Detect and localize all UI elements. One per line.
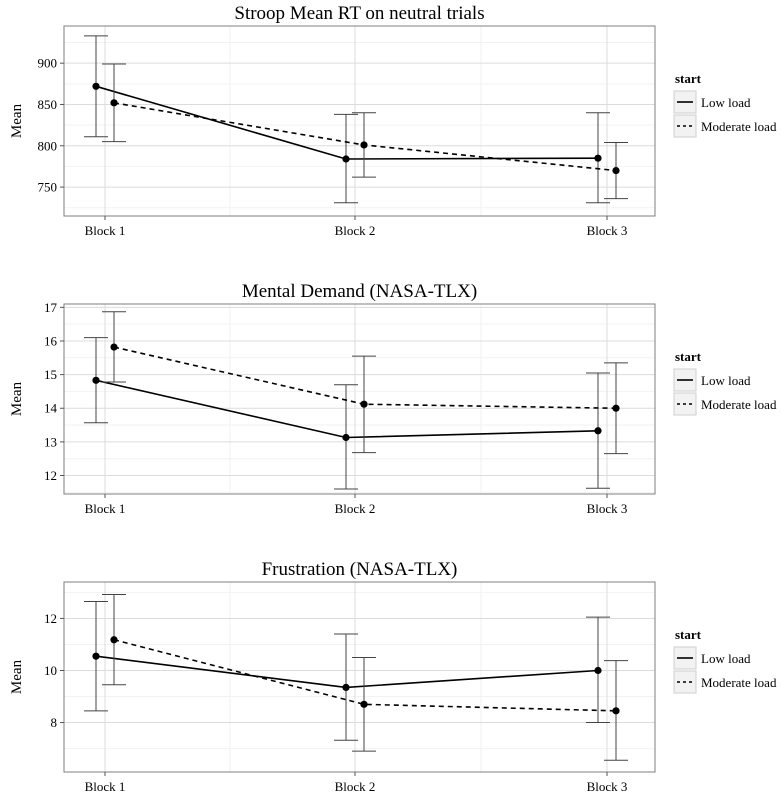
legend-label: Low load	[701, 651, 751, 666]
x-tick-label: Block 3	[587, 223, 628, 238]
x-tick-label: Block 2	[335, 779, 376, 794]
y-axis-label: Mean	[9, 659, 25, 694]
legend-label: Moderate load	[701, 397, 777, 412]
x-tick-label: Block 1	[85, 501, 126, 516]
y-tick-label: 16	[44, 333, 58, 348]
data-point	[92, 376, 100, 384]
data-point	[92, 652, 100, 660]
data-point	[360, 400, 368, 408]
x-tick-label: Block 1	[85, 223, 126, 238]
x-tick-label: Block 2	[335, 223, 376, 238]
plot-background	[64, 26, 655, 216]
y-tick-label: 14	[44, 401, 58, 416]
data-point	[342, 683, 350, 692]
plot-border	[63, 303, 656, 495]
data-point	[360, 700, 368, 708]
y-tick-label: 900	[38, 56, 58, 71]
y-axis-label: Mean	[9, 381, 25, 416]
data-point	[612, 707, 620, 715]
data-point	[92, 82, 100, 90]
legend-label: Moderate load	[701, 119, 777, 134]
x-tick-label: Block 3	[587, 501, 628, 516]
x-tick-label: Block 2	[335, 501, 376, 516]
data-point	[110, 343, 118, 351]
legend-title: start	[675, 627, 702, 642]
legend-label: Low load	[701, 373, 751, 388]
y-tick-label: 750	[38, 180, 58, 195]
legend-title: start	[675, 71, 702, 86]
chart-title: Mental Demand (NASA-TLX)	[242, 281, 477, 302]
legend-label: Low load	[701, 95, 751, 110]
plot-border	[63, 581, 656, 773]
y-tick-label: 15	[44, 367, 57, 382]
data-point	[594, 154, 602, 162]
y-tick-label: 10	[44, 663, 57, 678]
chart-title: Frustration (NASA-TLX)	[262, 559, 458, 580]
chart-panel-3: Frustration (NASA-TLX) 8 10 12 Block 1 Block …	[9, 559, 777, 794]
x-tick-label: Block 1	[85, 779, 126, 794]
data-point	[612, 166, 620, 175]
y-tick-label: 800	[38, 138, 58, 153]
chart-panel-2: Mental Demand (NASA-TLX) 12 13 14 15 16 17 Bloc…	[9, 281, 777, 516]
data-point	[110, 636, 118, 644]
plot-border	[63, 25, 656, 217]
y-axis-label: Mean	[9, 103, 25, 138]
data-point	[594, 427, 602, 435]
data-point	[342, 155, 350, 163]
y-tick-label: 850	[38, 97, 58, 112]
chart-title: Stroop Mean RT on neutral trials	[234, 3, 484, 24]
y-tick-label: 12	[44, 611, 57, 626]
data-point	[594, 666, 602, 675]
y-tick-label: 17	[44, 300, 58, 315]
plot-background	[64, 582, 655, 772]
legend-title: start	[675, 349, 702, 364]
series-line-moderate-load	[113, 639, 617, 712]
y-tick-label: 13	[44, 434, 57, 449]
plot-background	[64, 304, 655, 494]
data-point	[342, 433, 350, 442]
legend-label: Moderate load	[701, 675, 777, 690]
chart-panel-1: Stroop Mean RT on neutral trials 750 800 85…	[9, 3, 777, 238]
y-tick-label: 8	[51, 715, 58, 730]
data-point	[612, 404, 620, 412]
y-tick-label: 12	[44, 468, 57, 483]
data-point	[110, 99, 118, 107]
data-point	[360, 141, 368, 149]
x-tick-label: Block 3	[587, 779, 628, 794]
